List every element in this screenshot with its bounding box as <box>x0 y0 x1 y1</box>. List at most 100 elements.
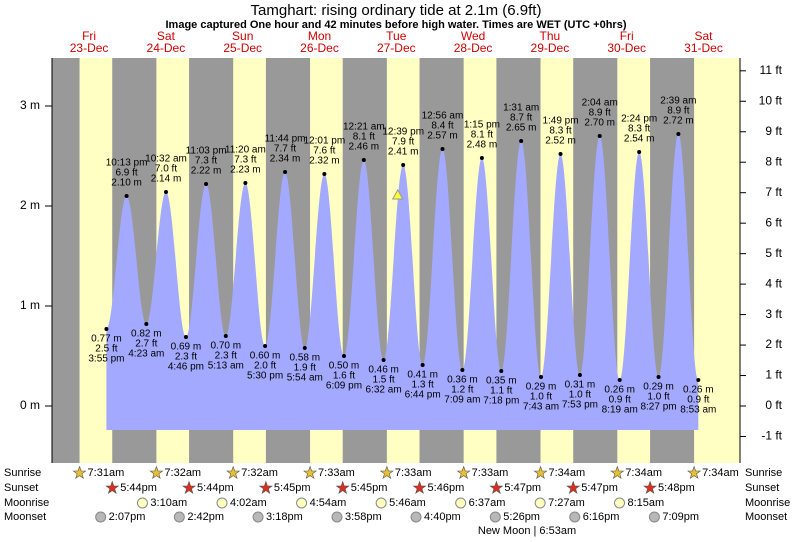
tide-label-ft: 8.9 ft <box>667 106 689 117</box>
moonrise-time: 8:15am <box>628 497 665 509</box>
tide-point <box>341 354 346 358</box>
tide-label-m: 0.69 m <box>171 342 202 353</box>
tide-label-m: 0.50 m <box>329 361 360 372</box>
moonset-icon <box>489 511 501 523</box>
tide-label-m: 0.46 m <box>368 365 399 376</box>
moonset-icon <box>410 511 422 523</box>
tide-point <box>597 134 602 138</box>
tide-point <box>164 190 169 194</box>
sunrise-time: 7:33am <box>472 467 509 479</box>
sunrise-icon <box>610 465 625 480</box>
tide-label-m: 0.60 m <box>250 351 281 362</box>
sunrise-icon <box>149 465 164 480</box>
sunset-icon <box>643 480 658 495</box>
moonset-icon <box>331 511 343 523</box>
moonset-icon <box>648 511 660 523</box>
tide-label-ft: 1.6 ft <box>333 371 355 382</box>
tide-label-m: 0.82 m <box>131 329 162 340</box>
day-name: Fri <box>620 29 634 43</box>
tide-label-time: 11:44 pm <box>265 134 306 145</box>
tide-label-m: 0.41 m <box>407 370 438 381</box>
day-date: 31-Dec <box>684 41 723 55</box>
tide-label-ft: 2.3 ft <box>215 351 237 362</box>
sunrise-time: 7:33am <box>318 467 355 479</box>
day-date: 23-Dec <box>70 41 109 55</box>
moonrise-time: 3:10am <box>150 497 187 509</box>
tide-label-time: 5:54 am <box>287 373 323 384</box>
tide-label-ft: 1.3 ft <box>412 380 434 391</box>
tide-label-ft: 7.0 ft <box>155 164 177 175</box>
tide-label-ft: 0.9 ft <box>687 395 709 406</box>
row-label: Moonset <box>4 511 46 523</box>
sunset-time: 5:45pm <box>274 482 311 494</box>
tide-label-m: 0.26 m <box>604 385 635 396</box>
y2-tick-label: -1 ft <box>761 429 782 443</box>
tide-label-m: 2.65 m <box>506 123 537 134</box>
tide-label-m: 2.22 m <box>191 166 222 177</box>
tide-label-time: 12:01 pm <box>304 136 346 147</box>
sunset-time: 5:45pm <box>351 482 388 494</box>
tide-label-m: 0.36 m <box>447 375 478 386</box>
day-name: Wed <box>461 29 485 43</box>
tide-label-time: 7:18 pm <box>483 396 519 407</box>
tide-point <box>420 363 425 367</box>
row-label: Sunset <box>4 482 38 494</box>
tide-label-time: 5:13 am <box>208 361 244 372</box>
y2-tick-label: 7 ft <box>765 185 782 199</box>
current-level <box>391 188 404 200</box>
tide-label-m: 2.34 m <box>270 154 301 165</box>
tide-label-m: 0.29 m <box>643 382 674 393</box>
sunrise-time: 7:31am <box>88 467 125 479</box>
day-date: 24-Dec <box>147 41 186 55</box>
tide-label-ft: 2.0 ft <box>254 361 276 372</box>
tide-label-time: 7:43 am <box>523 402 559 413</box>
row-label: Sunset <box>745 482 779 494</box>
tide-label-time: 10:32 am <box>145 154 187 165</box>
sunset-time: 5:44pm <box>197 482 234 494</box>
moonrise-icon <box>216 497 228 509</box>
moonset-time: 5:26pm <box>503 511 540 523</box>
day-name: Sun <box>232 29 253 43</box>
moonrise-time: 6:37am <box>469 497 506 509</box>
sunset-time: 5:46pm <box>428 482 465 494</box>
sunrise-icon <box>226 465 241 480</box>
tide-label-ft: 1.2 ft <box>451 385 473 396</box>
tide-label-ft: 8.9 ft <box>589 108 611 119</box>
tide-label-ft: 2.3 ft <box>175 352 197 363</box>
sunset-icon <box>335 480 350 495</box>
tide-label-ft: 8.1 ft <box>353 132 375 143</box>
tide-label-ft: 8.1 ft <box>471 130 493 141</box>
tide-label-ft: 1.5 ft <box>372 375 394 386</box>
moonrise-time: 4:54am <box>310 497 347 509</box>
tide-label-ft: 7.3 ft <box>195 156 217 167</box>
tide-label-time: 6:44 pm <box>405 390 441 401</box>
tide-point <box>204 182 209 186</box>
tide-label-time: 2:04 am <box>582 98 618 109</box>
tide-label-m: 2.46 m <box>349 142 380 153</box>
tide-point <box>479 156 484 160</box>
day-name: Tue <box>386 29 407 43</box>
tide-point <box>696 378 701 382</box>
tide-point <box>243 181 248 185</box>
moonset-time: 3:58pm <box>345 511 382 523</box>
tide-label-m: 2.70 m <box>584 118 615 129</box>
tide-label-m: 0.29 m <box>526 382 557 393</box>
tide-label-m: 0.31 m <box>565 380 596 391</box>
tide-label-ft: 8.3 ft <box>549 126 571 137</box>
tide-label-m: 2.23 m <box>230 165 261 176</box>
tide-label-time: 3:55 pm <box>88 354 124 365</box>
sunset-icon <box>566 480 581 495</box>
tide-label-time: 12:39 pm <box>382 127 424 138</box>
tide-label-time: 11:03 pm <box>186 146 227 157</box>
day-date: 30-Dec <box>607 41 646 55</box>
sunset-time: 5:48pm <box>658 482 695 494</box>
tide-point <box>656 375 661 379</box>
sunrise-icon <box>72 465 87 480</box>
y-tick-label: 2 m <box>20 198 40 212</box>
y2-tick-label: 9 ft <box>765 124 782 138</box>
y2-tick-label: 1 ft <box>765 368 782 382</box>
y2-tick-label: 8 ft <box>765 154 782 168</box>
tide-point <box>676 132 681 136</box>
day-date: 25-Dec <box>223 41 262 55</box>
sunset-icon <box>105 480 120 495</box>
